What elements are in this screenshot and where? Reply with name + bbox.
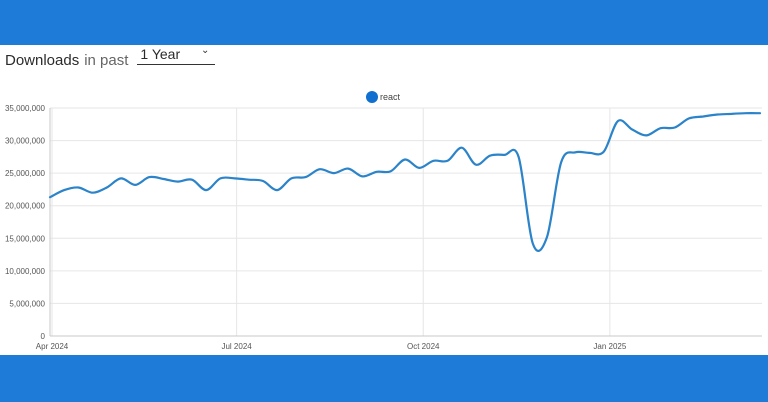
legend-label-react: react: [380, 92, 401, 102]
y-tick-label: 0: [41, 332, 46, 341]
period-select[interactable]: 1 Year ⌄: [137, 45, 216, 65]
y-tick-label: 5,000,000: [9, 299, 45, 308]
y-tick-label: 25,000,000: [5, 169, 46, 178]
x-tick-label: Oct 2024: [407, 342, 440, 351]
period-select-value: 1 Year: [140, 46, 181, 62]
legend-dot-react: [366, 91, 378, 103]
downloads-chart: 0 5,000,000 10,000,000 15,000,000 20,000,000…: [5, 91, 762, 351]
y-tick-label: 35,000,000: [5, 104, 46, 113]
x-tick-label: Apr 2024: [36, 342, 69, 351]
y-tick-label: 10,000,000: [5, 267, 46, 276]
y-tick-label: 20,000,000: [5, 202, 46, 211]
series-line-react: [48, 112, 762, 253]
bottom-banner: [0, 355, 768, 402]
downloads-title: Downloads: [5, 52, 80, 69]
x-tick-label: Jul 2024: [221, 342, 252, 351]
downloads-header: Downloads in past 1 Year ⌄: [5, 45, 216, 69]
top-banner: [0, 0, 768, 45]
x-tick-label: Jan 2025: [593, 342, 626, 351]
y-tick-label: 15,000,000: [5, 234, 46, 243]
y-tick-label: 30,000,000: [5, 137, 46, 146]
in-past-label: in past: [84, 52, 129, 69]
chevron-down-icon: ⌄: [201, 45, 210, 56]
